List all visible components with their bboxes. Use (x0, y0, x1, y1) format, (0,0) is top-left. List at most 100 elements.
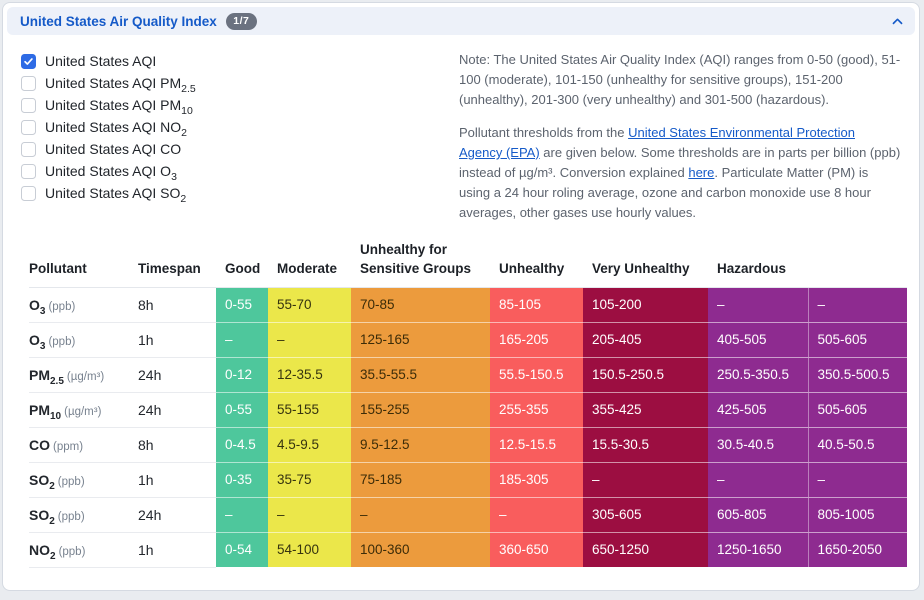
checkbox-label: United States AQI NO2 (45, 119, 188, 139)
hazardous-cell: 250.5-350.5 (708, 357, 808, 393)
hazardous-cell: 605-805 (708, 497, 808, 533)
panel-title: United States Air Quality Index (20, 13, 217, 29)
checkbox[interactable] (21, 185, 36, 201)
table-row-co-8h: CO (ppm) 8h 0-4.5 4.5-9.5 9.5-12.5 12.5-1… (29, 427, 907, 463)
checkbox-label: United States AQI O3 (45, 163, 177, 183)
good-cell: 0-55 (216, 287, 268, 323)
hazardous-cell-2: 505-605 (807, 322, 907, 358)
usg-cell: – (351, 497, 490, 533)
table-row-o3-8h: O3 (ppb) 8h 0-55 55-70 70-85 85-105 105-2… (29, 287, 907, 323)
checkbox-item-us-aqi-no2[interactable]: United States AQI NO2 (21, 116, 459, 138)
usg-cell: 9.5-12.5 (351, 427, 490, 463)
hazardous-cell: – (708, 462, 808, 498)
pollutant-cell: O3 (ppb) (29, 322, 138, 358)
checkbox[interactable] (21, 119, 36, 135)
checkbox-item-us-aqi[interactable]: United States AQI (21, 50, 459, 72)
pollutant-cell: PM2.5 (µg/m³) (29, 357, 138, 393)
col-unhealthy-sensitive: Unhealthy for Sensitive Groups (351, 235, 490, 288)
table-row-so2-1h: SO2 (ppb) 1h 0-35 35-75 75-185 185-305 – … (29, 462, 907, 498)
col-unhealthy: Unhealthy (490, 235, 583, 288)
hazardous-cell-2: – (807, 462, 907, 498)
col-good: Good (216, 235, 268, 288)
checkbox-item-us-aqi-so2[interactable]: United States AQI SO2 (21, 182, 459, 204)
col-timespan: Timespan (138, 235, 216, 288)
moderate-cell: – (268, 322, 351, 358)
checkbox[interactable] (21, 163, 36, 179)
layer-count-badge: 1/7 (225, 12, 257, 30)
hazardous-cell: 425-505 (708, 392, 808, 428)
good-cell: – (216, 497, 268, 533)
usg-cell: 155-255 (351, 392, 490, 428)
very-unhealthy-cell: 650-1250 (583, 532, 708, 568)
checkbox[interactable] (21, 97, 36, 113)
checkbox-item-us-aqi-pm25[interactable]: United States AQI PM2.5 (21, 72, 459, 94)
unhealthy-cell: 185-305 (490, 462, 583, 498)
note-text: Note: The United States Air Quality Inde… (459, 50, 903, 235)
checkbox-item-us-aqi-pm10[interactable]: United States AQI PM10 (21, 94, 459, 116)
thresholds-table: Pollutant Timespan Good Moderate Unhealt… (29, 235, 907, 568)
hazardous-cell-2: – (807, 287, 907, 323)
very-unhealthy-cell: 15.5-30.5 (583, 427, 708, 463)
pollutant-cell: PM10 (µg/m³) (29, 392, 138, 428)
pollutant-cell: O3 (ppb) (29, 287, 138, 323)
good-cell: 0-54 (216, 532, 268, 568)
chevron-up-icon[interactable] (890, 14, 905, 29)
moderate-cell: 12-35.5 (268, 357, 351, 393)
hazardous-cell: 1250-1650 (708, 532, 808, 568)
usg-cell: 100-360 (351, 532, 490, 568)
unhealthy-cell: 255-355 (490, 392, 583, 428)
table-row-no2-1h: NO2 (ppb) 1h 0-54 54-100 100-360 360-650 … (29, 532, 907, 568)
table-row-o3-1h: O3 (ppb) 1h – – 125-165 165-205 205-405 4… (29, 322, 907, 358)
col-moderate: Moderate (268, 235, 351, 288)
conversion-explained-link[interactable]: here (688, 165, 715, 180)
hazardous-cell-2: 805-1005 (807, 497, 907, 533)
pollutant-cell: CO (ppm) (29, 427, 138, 463)
very-unhealthy-cell: 150.5-250.5 (583, 357, 708, 393)
panel-body: United States AQI United States AQI PM2.… (3, 35, 919, 235)
checkbox-item-us-aqi-co[interactable]: United States AQI CO (21, 138, 459, 160)
unhealthy-cell: 55.5-150.5 (490, 357, 583, 393)
usg-cell: 125-165 (351, 322, 490, 358)
checkbox[interactable] (21, 53, 36, 69)
moderate-cell: 55-155 (268, 392, 351, 428)
checkbox-item-us-aqi-o3[interactable]: United States AQI O3 (21, 160, 459, 182)
checkbox[interactable] (21, 141, 36, 157)
hazardous-cell-2: 40.5-50.5 (807, 427, 907, 463)
checkbox-label: United States AQI SO2 (45, 185, 187, 205)
usg-cell: 35.5-55.5 (351, 357, 490, 393)
moderate-cell: 35-75 (268, 462, 351, 498)
very-unhealthy-cell: 355-425 (583, 392, 708, 428)
timespan-cell: 1h (138, 462, 216, 498)
epa-link[interactable]: United States Environmental Protection A… (459, 125, 855, 160)
usg-cell: 75-185 (351, 462, 490, 498)
timespan-cell: 8h (138, 287, 216, 323)
timespan-cell: 1h (138, 322, 216, 358)
moderate-cell: 54-100 (268, 532, 351, 568)
unhealthy-cell: – (490, 497, 583, 533)
unhealthy-cell: 12.5-15.5 (490, 427, 583, 463)
timespan-cell: 24h (138, 357, 216, 393)
good-cell: 0-4.5 (216, 427, 268, 463)
hazardous-cell: 405-505 (708, 322, 808, 358)
timespan-cell: 8h (138, 427, 216, 463)
good-cell: – (216, 322, 268, 358)
very-unhealthy-cell: – (583, 462, 708, 498)
panel-header[interactable]: United States Air Quality Index 1/7 (7, 7, 915, 35)
moderate-cell: – (268, 497, 351, 533)
note-paragraph-aqi-ranges: Note: The United States Air Quality Inde… (459, 52, 901, 107)
hazardous-cell-2: 350.5-500.5 (807, 357, 907, 393)
checkbox-label: United States AQI PM10 (45, 97, 193, 117)
table-row-so2-24h: SO2 (ppb) 24h – – – – 305-605 605-805 805… (29, 497, 907, 533)
moderate-cell: 4.5-9.5 (268, 427, 351, 463)
very-unhealthy-cell: 105-200 (583, 287, 708, 323)
checkbox-label: United States AQI CO (45, 141, 182, 157)
note-paragraph-thresholds: Pollutant thresholds from the United Sta… (459, 125, 901, 220)
very-unhealthy-cell: 205-405 (583, 322, 708, 358)
table-row-pm25-24h: PM2.5 (µg/m³) 24h 0-12 12-35.5 35.5-55.5 … (29, 357, 907, 393)
table-row-pm10-24h: PM10 (µg/m³) 24h 0-55 55-155 155-255 255-… (29, 392, 907, 428)
hazardous-cell-2: 505-605 (807, 392, 907, 428)
checkbox[interactable] (21, 75, 36, 91)
col-hazardous: Hazardous (708, 235, 907, 288)
pollutant-cell: SO2 (ppb) (29, 497, 138, 533)
hazardous-cell: 30.5-40.5 (708, 427, 808, 463)
